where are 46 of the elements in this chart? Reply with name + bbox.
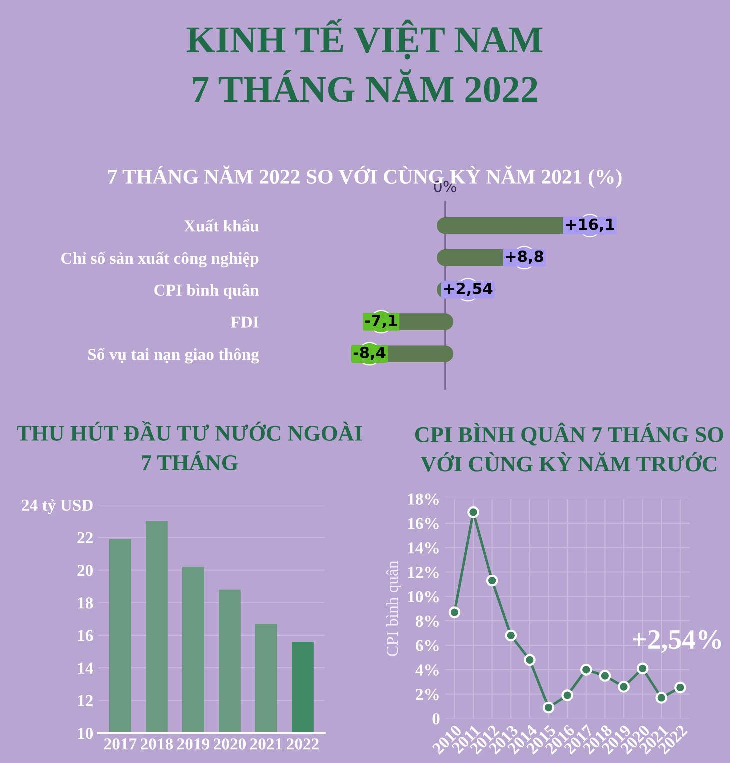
point <box>448 606 461 618</box>
y-tick-label: 22 <box>78 532 93 544</box>
y-tick-label: 24 tỷ USD <box>22 500 93 514</box>
x-tick-label: 2022 <box>286 738 319 750</box>
y-tick-label: 16 <box>78 630 94 642</box>
point <box>599 670 612 682</box>
y-tick-label: FDI <box>230 316 259 328</box>
chart-title: CPI BÌNH QUÂN 7 THÁNG SO VỚI CÙNG KỲ NĂM TRƯỚC <box>415 422 724 472</box>
y-tick-label: 20 <box>78 564 94 576</box>
y-tick-label: CPI bình quân <box>154 284 260 300</box>
x-tick-label: 2019 <box>177 738 210 750</box>
y-tick-label: Số vụ tai nạn giao thông <box>88 348 260 364</box>
point <box>542 702 555 714</box>
x-tick-label: 2020 <box>214 738 246 750</box>
y-tick-label: 4% <box>416 664 439 676</box>
y-tick-label: 6% <box>416 640 439 652</box>
y-tick-label: 12 <box>78 695 93 706</box>
y-tick-label: 12% <box>408 566 439 578</box>
y-tick-label: Chỉ số sản xuất công nghiệp <box>62 252 259 268</box>
y-tick-label: 16% <box>408 518 439 530</box>
point <box>580 664 592 676</box>
y-tick-label: 10% <box>408 591 439 603</box>
x-tick-label: 2021 <box>250 738 282 750</box>
point <box>562 690 574 702</box>
y-tick-label: 10 <box>78 728 94 740</box>
y-tick-label: 14 <box>78 662 94 674</box>
y-tick-label: 0 <box>432 713 440 725</box>
point <box>618 681 630 693</box>
point <box>505 630 518 642</box>
y-tick-label: 18 <box>78 598 94 609</box>
y-tick-label: Xuất khẩu <box>184 220 259 232</box>
annotation: +2,54% <box>633 630 722 654</box>
point <box>524 654 536 666</box>
y-tick-label: 2% <box>416 689 439 700</box>
y-tick-label: 18% <box>408 494 439 506</box>
text: KINH TẾ VIỆT NAM 7 THÁNG NĂM 2022 <box>186 19 543 102</box>
y-tick-label: 8% <box>416 616 439 628</box>
chart-title: THU HÚT ĐẦU TƯ NƯỚC NGOÀI 7 THÁNG <box>16 421 362 470</box>
point <box>468 506 480 518</box>
point <box>656 692 668 704</box>
y-tick-label: 14% <box>408 542 439 554</box>
x-tick-label: 2017 <box>104 738 137 750</box>
point <box>636 662 649 675</box>
point <box>674 682 686 694</box>
point <box>486 574 498 587</box>
x-tick-label: 2018 <box>140 738 174 750</box>
